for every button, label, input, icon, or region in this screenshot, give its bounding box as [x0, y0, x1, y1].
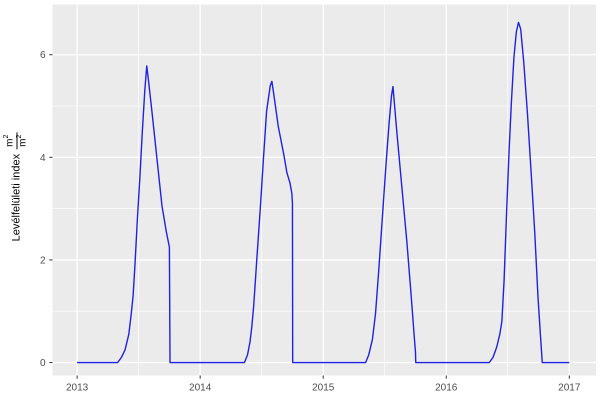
lai-series-line	[77, 21, 570, 364]
x-axis-tick-label: 2014	[189, 383, 212, 394]
x-axis-tick-label: 2017	[558, 383, 581, 394]
y-axis-title: Levélfelületi index m2 m2	[3, 132, 29, 242]
plot-panel	[52, 4, 596, 376]
y-axis-tick-label: 4	[40, 153, 46, 164]
y-axis-title-text: Levélfelületi index	[10, 153, 23, 242]
x-axis-tick-label: 2015	[312, 383, 335, 394]
y-axis-tick-label: 2	[40, 255, 46, 266]
y-axis-unit-fraction: m2 m2	[3, 132, 29, 149]
y-axis-tick-label: 0	[40, 358, 46, 369]
x-axis-tick-label: 2016	[435, 383, 458, 394]
y-axis-tick-label: 6	[40, 50, 46, 61]
x-axis-tick-label: 2013	[66, 383, 89, 394]
fraction-denominator: m2	[16, 134, 29, 147]
